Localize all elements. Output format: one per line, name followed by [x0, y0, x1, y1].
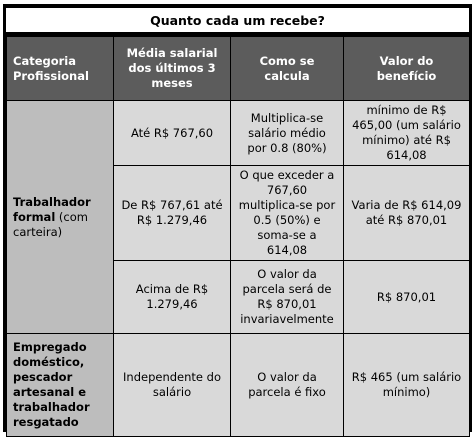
- valor-cell: R$ 465 (um salário mínimo): [343, 333, 470, 437]
- header-valor-beneficio: Valor do benefício: [343, 36, 470, 101]
- header-row: Categoria Profissional Média salarial do…: [6, 36, 470, 101]
- calculo-cell: Multiplica-se salário médio por 0.8 (80%…: [230, 100, 344, 166]
- calculo-cell: O valor da parcela é fixo: [230, 333, 344, 437]
- media-cell: Independente do salário: [113, 333, 231, 437]
- calculo-cell: O que exceder a 767,60 multiplica-se por…: [230, 165, 344, 261]
- calculo-cell: O valor da parcela será de R$ 870,01 inv…: [230, 260, 344, 334]
- table-row: De R$ 767,61 até R$ 1.279,46 O que exced…: [7, 165, 470, 261]
- category-trabalhador-formal: Trabalhador formal (com carteira): [6, 100, 114, 334]
- header-media-salarial: Média salarial dos últimos 3 meses: [113, 36, 231, 101]
- benefit-table: Categoria Profissional Média salarial do…: [6, 36, 470, 437]
- table-row: Acima de R$ 1.279,46 O valor da parcela …: [7, 260, 470, 334]
- header-categoria: Categoria Profissional: [6, 36, 114, 101]
- category-empregado-domestico: Empregado doméstico, pescador artesanal …: [6, 333, 114, 437]
- media-cell: Até R$ 767,60: [113, 100, 231, 166]
- header-como-se-calcula: Como se calcula: [230, 36, 344, 101]
- category-label-bold: Trabalhador formal: [13, 194, 91, 224]
- media-cell: De R$ 767,61 até R$ 1.279,46: [113, 165, 231, 261]
- table-row: Trabalhador formal (com carteira) Até R$…: [6, 100, 470, 334]
- valor-cell: Varia de R$ 614,09 até R$ 870,01: [343, 165, 470, 261]
- category-label-normal: (com carteira): [13, 209, 88, 239]
- valor-cell: mínimo de R$ 465,00 (um salário mínimo) …: [343, 100, 470, 166]
- valor-cell: R$ 870,01: [343, 260, 470, 334]
- table-title: Quanto cada um recebe?: [6, 8, 469, 32]
- media-cell: Acima de R$ 1.279,46: [113, 260, 231, 334]
- table-frame: Quanto cada um recebe? Categoria Profiss…: [3, 4, 472, 437]
- table-row: Empregado doméstico, pescador artesanal …: [6, 333, 470, 437]
- category-label-bold: Empregado doméstico, pescador artesanal …: [13, 340, 90, 429]
